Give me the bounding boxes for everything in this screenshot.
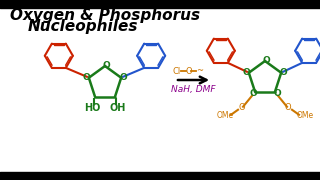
Text: O: O [102, 60, 110, 69]
Text: NaH, DMF: NaH, DMF [171, 84, 216, 93]
Text: Cl: Cl [173, 66, 181, 75]
Text: Oxygen & Phosphorus: Oxygen & Phosphorus [10, 8, 200, 23]
Text: Nucleophiles: Nucleophiles [28, 19, 139, 34]
Text: O: O [273, 89, 281, 98]
Text: O: O [262, 55, 270, 64]
Text: HO: HO [84, 103, 100, 113]
Text: O: O [249, 89, 257, 98]
Text: O: O [119, 73, 127, 82]
Text: OH: OH [110, 103, 126, 113]
Text: O: O [285, 103, 291, 112]
Text: OMe: OMe [296, 111, 314, 120]
Text: O: O [279, 68, 287, 77]
Text: ~: ~ [196, 66, 203, 75]
Text: O: O [239, 103, 245, 112]
Text: O: O [83, 73, 91, 82]
Text: O: O [243, 68, 251, 77]
Text: O: O [186, 66, 193, 75]
Text: OMe: OMe [216, 111, 234, 120]
